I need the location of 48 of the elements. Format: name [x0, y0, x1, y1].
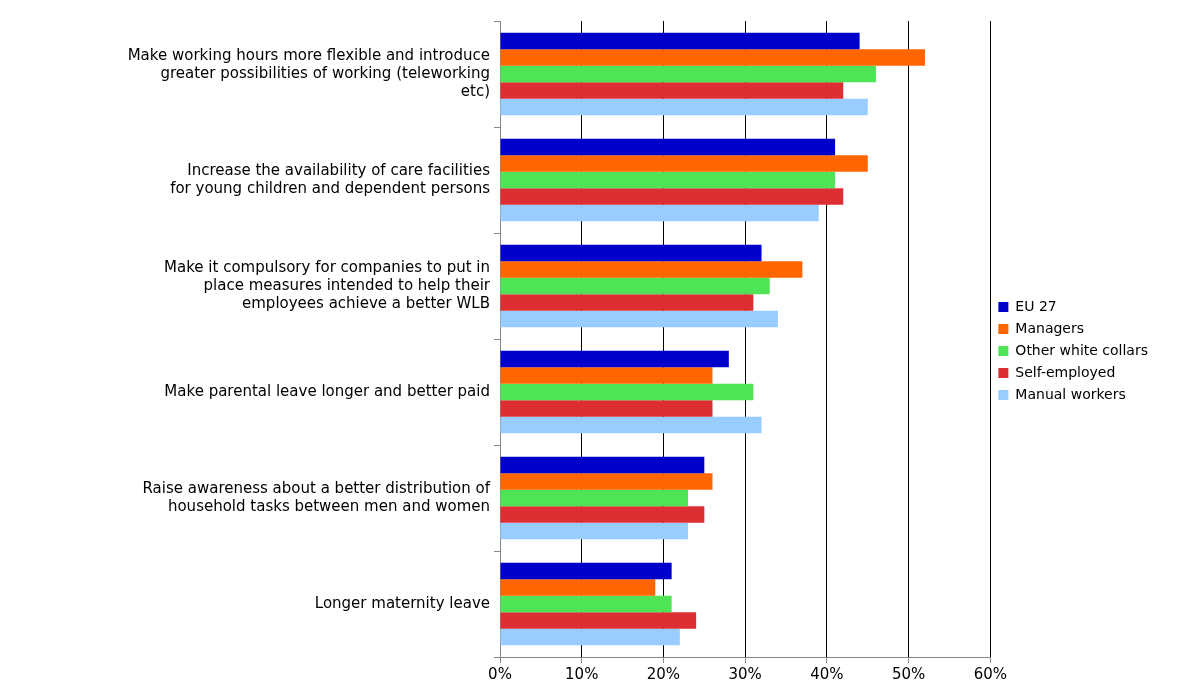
bar	[500, 244, 762, 262]
bar	[500, 456, 705, 474]
legend-label: EU 27	[1015, 297, 1057, 314]
bar	[500, 416, 762, 434]
legend-label: Other white collars	[1015, 341, 1148, 358]
legend-label: Self-employed	[1015, 363, 1116, 380]
bar	[500, 204, 819, 222]
bar	[500, 155, 868, 172]
bar	[500, 400, 713, 417]
y-tick-label: Make parental leave longer and better paid	[164, 381, 490, 400]
x-tick-label: 20%	[646, 664, 681, 683]
bar	[500, 628, 680, 646]
bar	[500, 277, 770, 295]
bar	[500, 138, 836, 156]
bar	[500, 562, 672, 580]
y-tick-label: Increase the availability of care facilities for young children and dependent persons	[170, 160, 491, 197]
bar	[500, 188, 844, 205]
x-tick-label: 30%	[728, 664, 762, 683]
bar	[500, 489, 688, 507]
bar	[500, 98, 868, 116]
x-tick-label: 10%	[565, 664, 599, 683]
x-tick-label: 50%	[891, 664, 926, 683]
bar	[500, 261, 803, 278]
y-tick-label: Make it compulsory for companies to put in place measures intended to help their employees achieve a better WLB	[164, 257, 491, 312]
y-tick-label: Raise awareness about a better distribution of household tasks between men and women	[142, 478, 491, 515]
bar	[500, 294, 754, 311]
legend-label: Manual workers	[1015, 385, 1126, 402]
bar	[500, 32, 860, 50]
bar	[500, 171, 836, 189]
bar	[500, 65, 876, 83]
bar	[500, 506, 705, 523]
bar	[500, 49, 925, 66]
x-tick-label: 40%	[810, 664, 844, 683]
bar	[500, 82, 844, 99]
bar	[500, 310, 778, 328]
bar	[500, 612, 697, 629]
y-tick-label: Make working hours more flexible and introduce greater possibilities of working (teleworking etc)	[127, 45, 490, 100]
x-tick-label: 0%	[488, 664, 512, 683]
bar	[500, 473, 713, 490]
bar	[500, 595, 672, 613]
bar	[500, 579, 656, 596]
bar	[500, 367, 713, 384]
x-tick-label: 60%	[973, 664, 1008, 683]
bar	[500, 522, 688, 540]
bar	[500, 350, 729, 368]
legend-label: Managers	[1015, 319, 1085, 336]
bar	[500, 383, 754, 401]
y-tick-label: Longer maternity leave	[314, 593, 490, 612]
